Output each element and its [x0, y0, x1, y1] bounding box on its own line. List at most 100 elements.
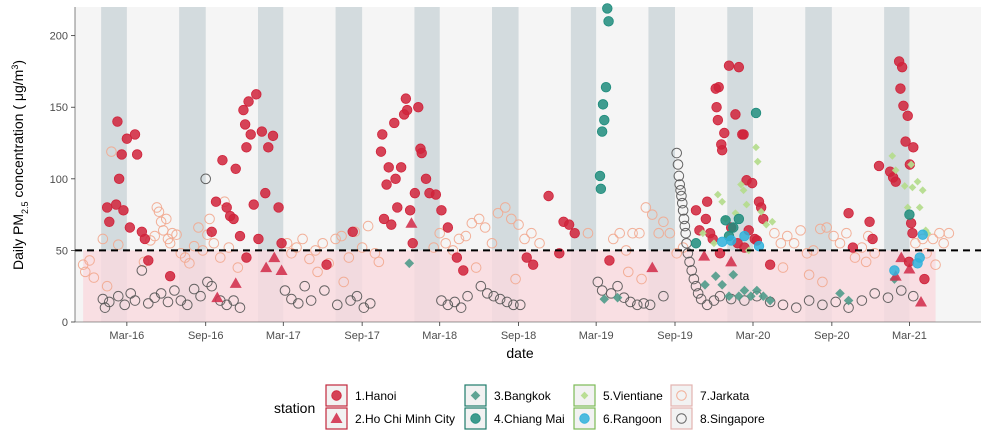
- data-point: [119, 299, 131, 311]
- data-point: [733, 213, 745, 225]
- data-point: [204, 213, 215, 225]
- data-point: [378, 213, 390, 225]
- data-point: [118, 205, 129, 216]
- series-8-singapore: [97, 147, 919, 313]
- data-point: [405, 217, 418, 228]
- data-point: [908, 183, 917, 192]
- data-point: [200, 173, 212, 185]
- data-point: [917, 229, 928, 240]
- data-point: [142, 298, 154, 309]
- data-point: [356, 242, 368, 253]
- legend: station 1.Hanoi 2.Ho Chi Minh City 3.Bangk…: [274, 384, 765, 430]
- data-point: [914, 252, 925, 263]
- x-tick-label: Mar-21: [892, 330, 927, 342]
- data-point: [888, 152, 897, 160]
- data-point: [193, 222, 204, 233]
- data-point: [891, 166, 900, 175]
- data-point: [919, 273, 930, 285]
- data-point: [890, 176, 901, 187]
- data-point: [714, 190, 722, 199]
- data-point: [409, 187, 421, 199]
- data-point: [739, 230, 750, 242]
- data-point: [907, 290, 919, 302]
- data-point: [245, 129, 256, 140]
- data-point: [481, 288, 493, 299]
- data-point: [162, 296, 174, 308]
- data-point: [603, 16, 614, 27]
- data-point: [116, 149, 127, 160]
- data-point: [210, 196, 222, 207]
- y-tick-label: 150: [50, 102, 68, 114]
- data-point: [217, 155, 228, 166]
- data-point: [860, 256, 872, 268]
- data-point: [596, 126, 608, 137]
- data-point: [206, 280, 218, 292]
- data-point: [139, 233, 151, 245]
- data-point: [725, 235, 737, 246]
- data-point: [392, 202, 403, 213]
- data-point: [712, 114, 724, 126]
- data-point: [508, 299, 519, 311]
- data-point: [900, 136, 911, 147]
- data-point: [404, 258, 415, 269]
- data-point: [915, 295, 927, 307]
- data-point: [849, 252, 861, 263]
- data-point: [389, 117, 400, 129]
- y-tick-label: 100: [50, 174, 68, 186]
- data-point: [470, 262, 482, 273]
- data-point: [769, 227, 780, 239]
- data-point: [913, 177, 922, 186]
- data-point: [597, 99, 609, 110]
- data-point: [519, 233, 530, 245]
- data-point: [84, 255, 95, 266]
- data-point: [758, 291, 769, 302]
- data-point: [671, 147, 683, 159]
- legend-item: 3.Bangkok: [464, 384, 552, 407]
- data-point: [188, 283, 200, 295]
- legend-label: 8.Singapore: [700, 412, 765, 426]
- data-point: [762, 220, 771, 229]
- data-point: [234, 302, 246, 313]
- data-point: [734, 291, 744, 302]
- x-tick-label: Mar-19: [579, 330, 614, 342]
- legend-label: 3.Bangkok: [494, 389, 552, 403]
- data-point: [607, 233, 619, 245]
- data-point: [627, 227, 638, 239]
- data-point: [499, 202, 511, 213]
- data-point: [251, 89, 262, 100]
- data-point: [473, 213, 485, 225]
- data-point: [149, 230, 161, 242]
- data-point: [653, 227, 665, 239]
- data-point: [900, 182, 909, 190]
- data-point: [905, 218, 917, 229]
- data-point: [646, 209, 658, 220]
- series-3-bangkok: [404, 258, 900, 306]
- data-point: [488, 290, 500, 302]
- data-point: [268, 251, 281, 263]
- data-point: [88, 272, 100, 283]
- data-point: [739, 295, 750, 306]
- data-point: [739, 285, 750, 296]
- data-point: [777, 299, 789, 311]
- data-point: [907, 160, 915, 169]
- y-title-post: ): [10, 60, 26, 65]
- data-point: [644, 299, 656, 311]
- data-point: [229, 277, 242, 288]
- data-point: [343, 252, 355, 263]
- data-point: [752, 285, 762, 296]
- data-point: [297, 233, 308, 245]
- data-point: [458, 265, 469, 276]
- x-tick-label: Sep-19: [657, 330, 692, 342]
- data-point: [835, 288, 845, 299]
- data-point: [527, 259, 539, 270]
- data-point: [622, 266, 634, 278]
- data-point: [677, 205, 689, 216]
- legend-marker: [331, 390, 342, 401]
- data-point: [377, 129, 388, 140]
- data-point: [614, 227, 626, 239]
- legend-label: 2.Ho Chi Minh City: [355, 412, 455, 426]
- data-point: [430, 189, 442, 200]
- data-point: [275, 264, 288, 275]
- data-point: [160, 213, 172, 225]
